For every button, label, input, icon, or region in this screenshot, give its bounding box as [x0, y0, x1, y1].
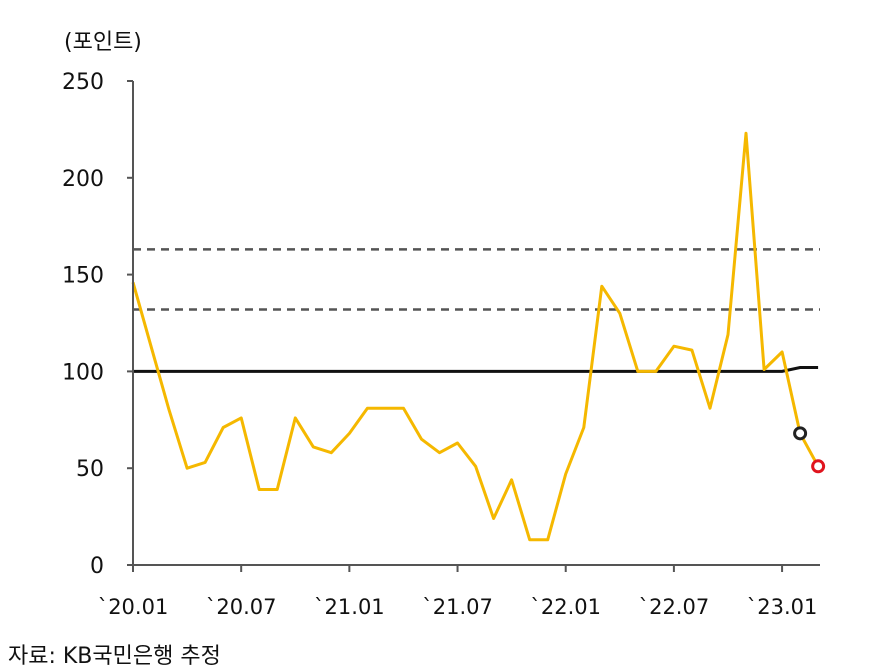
x-tick-label: `22.01	[530, 595, 601, 619]
x-tick-label: `22.07	[639, 595, 710, 619]
reference-lines	[133, 248, 820, 311]
x-tick-label: `21.01	[314, 595, 385, 619]
axes: 0 50 100 150 200 250 `20.01 `20.07 `21.01 `21.07 `…	[62, 70, 820, 619]
x-tick-label: `21.07	[422, 595, 493, 619]
y-tick-label: 100	[62, 360, 104, 385]
index-series	[131, 131, 820, 542]
baseline-line	[133, 366, 819, 373]
y-tick-label: 250	[62, 70, 104, 95]
point-markers	[793, 426, 826, 474]
index-line	[131, 131, 820, 542]
baseline-series	[133, 366, 819, 373]
source-note: 자료: KB국민은행 추정	[8, 644, 221, 669]
x-tick-label: `20.01	[98, 595, 169, 619]
y-tick-label: 200	[62, 167, 104, 192]
forecast-point-marker	[811, 459, 826, 474]
y-tick-label: 50	[76, 457, 104, 482]
x-tick-label: `20.07	[206, 595, 277, 619]
y-tick-label: 150	[62, 264, 104, 289]
current-point-marker	[793, 426, 808, 441]
y-tick-label: 0	[90, 554, 104, 579]
x-tick-label: `23.01	[747, 595, 818, 619]
y-axis-unit-label: (포인트)	[64, 30, 142, 55]
